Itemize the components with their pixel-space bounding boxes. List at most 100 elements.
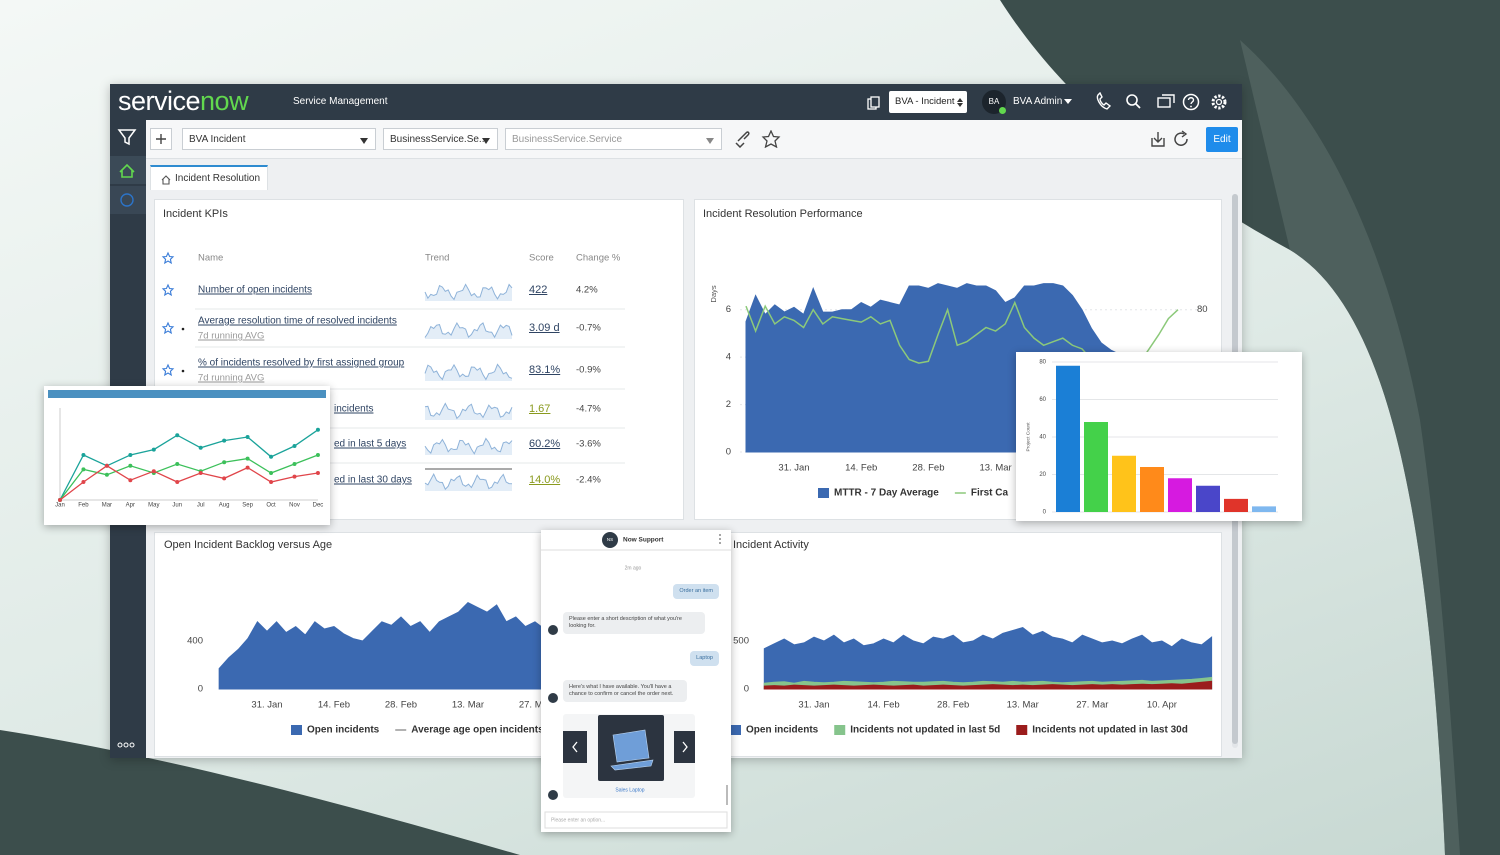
icon-caret (1064, 99, 1072, 104)
icon-link[interactable] (735, 131, 750, 148)
logo[interactable]: servicenow (118, 87, 249, 115)
legend-label: MTTR - 7 Day Average (834, 488, 939, 499)
kpi-change: 4.2% (576, 284, 598, 296)
dashboard-select[interactable]: BVA Incident (182, 128, 376, 150)
x-tick-label: 28. Feb (385, 700, 417, 711)
bar-chart-card: Project Count 0 20 40 60 80 (1016, 352, 1302, 521)
kpi-score[interactable]: 422 (529, 284, 548, 296)
bar (1140, 467, 1164, 512)
marker (175, 462, 180, 466)
icon-star[interactable] (761, 130, 781, 148)
x-tick-label: 13. Mar (452, 700, 484, 711)
marker (104, 472, 109, 477)
kpi-name[interactable]: ed in last 30 days (334, 474, 412, 486)
bar (1168, 478, 1192, 512)
legend-swatch (1016, 725, 1028, 735)
area (763, 680, 1213, 690)
line (59, 429, 319, 501)
marker (58, 498, 62, 502)
chart-widget: Incident Activity 0 500 31. Jan 14. Feb 28. F… (706, 532, 1222, 757)
icon-home[interactable] (119, 163, 135, 178)
select-text: BusinessService.Service (512, 134, 623, 145)
x-tick-label: Mar (102, 503, 112, 509)
chart-title: Incident Activity (733, 539, 809, 551)
marker (292, 474, 297, 479)
add-button[interactable] (150, 128, 172, 150)
bar (1252, 506, 1276, 512)
bot-message: Please enter a short description of what… (563, 612, 705, 634)
kpi-score[interactable]: 1.67 (529, 403, 551, 415)
kpi-name[interactable]: Number of open incidents (198, 284, 312, 296)
y-tick-label: 0 (198, 684, 203, 695)
scope-select[interactable]: BVA - Incident (889, 91, 967, 113)
icon-copy[interactable] (866, 96, 880, 110)
marker (245, 456, 250, 461)
icon-filter[interactable] (117, 129, 137, 146)
select-text: BVA Incident (189, 134, 246, 145)
kpi-name[interactable]: % of incidents resolved by first assigne… (198, 357, 405, 369)
filter-select[interactable]: BusinessService.Service (505, 128, 722, 150)
sparkline-area (425, 438, 512, 455)
bot-message: Here's what I have available. You'll hav… (563, 680, 687, 702)
marker (198, 445, 203, 450)
sparkline-area (425, 364, 512, 381)
icon-chat[interactable] (1157, 97, 1171, 108)
marker (151, 447, 156, 452)
legend-label: Open incidents (307, 725, 380, 736)
marker (222, 460, 227, 465)
icon-export[interactable] (1151, 132, 1165, 147)
icon-refresh[interactable] (1174, 132, 1188, 146)
user-message: Order an item (673, 584, 719, 599)
column-header: Trend (425, 252, 450, 264)
kpi-score[interactable]: 3.09 d (529, 322, 560, 334)
kpi-score[interactable]: 14.0% (529, 474, 561, 486)
sparkline (424, 437, 513, 455)
chart-title: Incident Resolution Performance (703, 208, 863, 220)
marker (269, 480, 274, 484)
kpi-change: -0.9% (576, 364, 601, 376)
line (59, 454, 319, 501)
marker (175, 480, 180, 484)
icon-help[interactable] (120, 193, 134, 207)
x-tick-label: Jun (172, 503, 182, 509)
input-placeholder: Please enter an option... (551, 817, 605, 823)
kpi-score[interactable]: 83.1% (529, 364, 561, 376)
icon-star[interactable] (161, 251, 175, 265)
marker (222, 476, 227, 481)
x-tick-label: 14. Feb (845, 463, 877, 474)
marker (245, 465, 250, 470)
kpi-change: -2.4% (576, 474, 601, 486)
icon-help[interactable] (1182, 93, 1200, 111)
edit-button[interactable]: Edit (1206, 127, 1238, 152)
user-name[interactable]: BVA Admin (1013, 96, 1063, 107)
kpi-name[interactable]: ed in last 5 days (334, 438, 407, 450)
kpi-name[interactable]: Average resolution time of resolved inci… (198, 315, 397, 327)
dashboard-tab[interactable]: Incident Resolution (150, 165, 268, 190)
bot-avatar (548, 693, 558, 703)
icon-settings[interactable] (1211, 94, 1227, 110)
carousel-next (674, 731, 695, 763)
filter-select[interactable]: BusinessService.Se... (383, 128, 498, 150)
sparkline (424, 402, 513, 420)
x-tick-label: Oct (266, 503, 276, 509)
legend-label: Average age open incidents (411, 725, 544, 736)
user-message: Laptop (690, 651, 719, 666)
sidebar-icons (110, 129, 146, 748)
kpi-score[interactable]: 60.2% (529, 438, 561, 450)
line (59, 465, 319, 501)
icon-more[interactable] (117, 742, 123, 748)
select-text: BusinessService.Se... (390, 134, 488, 145)
x-tick-label: 28. Feb (937, 700, 969, 711)
icon-star[interactable] (161, 363, 175, 377)
x-tick-label: 31. Jan (798, 700, 829, 711)
marker (175, 433, 180, 438)
icon-search[interactable] (1126, 94, 1138, 106)
kpi-name[interactable]: incidents (334, 403, 374, 415)
icon-phone[interactable] (1096, 92, 1112, 110)
header-bar: servicenow Service Management BVA - Inci… (110, 84, 1242, 120)
icon-home (161, 175, 171, 185)
bot-avatar (548, 625, 558, 635)
icon-star[interactable] (161, 321, 175, 335)
icon-star[interactable] (161, 283, 175, 297)
marker (292, 444, 297, 448)
